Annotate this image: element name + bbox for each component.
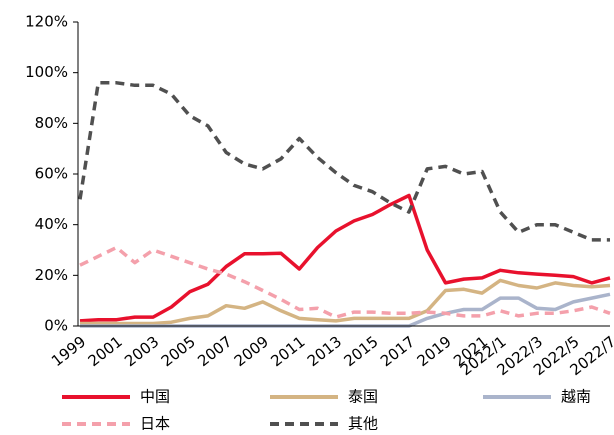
y-tick-label: 0%	[44, 317, 68, 335]
legend-label: 日本	[140, 415, 170, 433]
x-tick-label: 2007	[194, 333, 235, 371]
x-tick-label: 2013	[304, 333, 345, 371]
x-tick-label: 2005	[158, 333, 199, 371]
series-line	[79, 245, 611, 319]
x-tick-label: 2001	[85, 333, 126, 371]
x-tick-label: 2009	[231, 333, 272, 371]
y-tick-label: 80%	[35, 114, 68, 132]
series-line	[79, 193, 611, 323]
x-tick-label: 2019	[414, 333, 455, 371]
x-tick-label: 2017	[377, 333, 418, 371]
series-line	[78, 81, 610, 242]
x-tick-label: 2015	[340, 333, 381, 371]
x-tick-label: 2003	[121, 333, 162, 371]
y-tick-label: 60%	[35, 165, 68, 183]
legend-label: 越南	[561, 388, 591, 406]
legend-label: 其他	[348, 415, 378, 433]
y-tick-label: 120%	[25, 13, 68, 31]
legend-label: 泰国	[348, 388, 378, 406]
y-tick-label: 40%	[35, 215, 68, 233]
series-line	[80, 278, 611, 326]
x-tick-label: 1999	[48, 333, 89, 371]
y-tick-label: 20%	[35, 266, 68, 284]
x-tick-label: 2011	[267, 333, 308, 371]
legend-label: 中国	[140, 388, 170, 406]
y-tick-label: 100%	[25, 63, 68, 81]
